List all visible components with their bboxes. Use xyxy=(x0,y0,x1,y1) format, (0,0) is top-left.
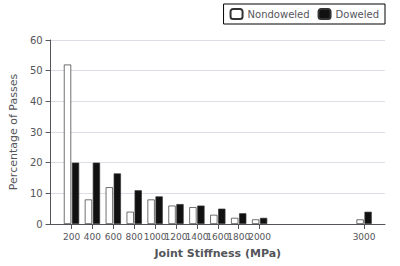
svg-text:Joint Stiffness (MPa): Joint Stiffness (MPa) xyxy=(154,247,282,260)
svg-text:2000: 2000 xyxy=(248,232,271,242)
svg-text:1000: 1000 xyxy=(144,232,167,242)
svg-text:200: 200 xyxy=(63,232,80,242)
svg-text:Doweled: Doweled xyxy=(336,9,379,20)
svg-text:3000: 3000 xyxy=(353,232,376,242)
svg-text:1800: 1800 xyxy=(227,232,250,242)
svg-text:40: 40 xyxy=(30,96,43,107)
svg-text:600: 600 xyxy=(105,232,122,242)
svg-text:Nondoweled: Nondoweled xyxy=(248,9,310,20)
svg-text:1600: 1600 xyxy=(206,232,229,242)
svg-text:60: 60 xyxy=(30,35,43,46)
svg-text:Percentage of Passes: Percentage of Passes xyxy=(7,74,20,191)
svg-text:10: 10 xyxy=(30,188,43,199)
svg-text:0: 0 xyxy=(36,219,42,230)
svg-text:400: 400 xyxy=(84,232,101,242)
svg-text:1400: 1400 xyxy=(185,232,208,242)
svg-text:1200: 1200 xyxy=(165,232,188,242)
svg-text:20: 20 xyxy=(30,157,43,168)
svg-text:800: 800 xyxy=(126,232,143,242)
svg-text:50: 50 xyxy=(30,65,43,76)
svg-text:30: 30 xyxy=(30,127,43,138)
